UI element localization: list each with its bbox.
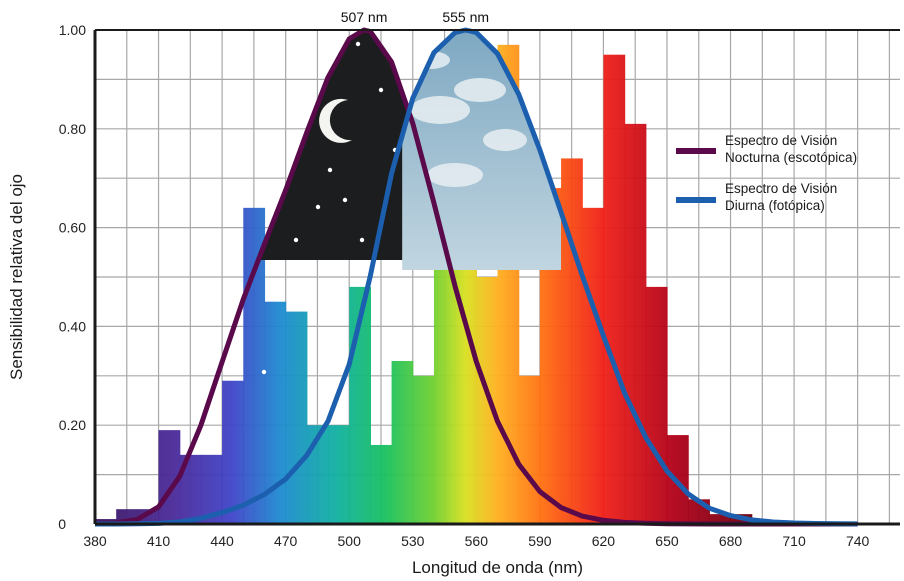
star bbox=[315, 204, 321, 210]
peak-label-scotopic: 507 nm bbox=[341, 9, 388, 25]
x-tick-label: 440 bbox=[210, 533, 234, 549]
y-tick-label: 1.00 bbox=[59, 22, 86, 38]
y-tick-label: 0.60 bbox=[59, 220, 86, 236]
x-tick-label: 680 bbox=[719, 533, 743, 549]
y-tick-label: 0 bbox=[58, 516, 66, 532]
y-tick-label: 0.80 bbox=[59, 121, 86, 137]
spectrum-bar bbox=[391, 360, 414, 524]
star bbox=[342, 197, 348, 203]
star bbox=[359, 237, 365, 243]
spectrum-bar bbox=[200, 454, 223, 524]
cloud-shape bbox=[483, 129, 527, 151]
tick-labels: 380 410 440 470 500 530 560 590 620 650 680 710 740 0… bbox=[58, 22, 869, 549]
x-tick-label: 410 bbox=[147, 533, 171, 549]
spectrum-bar bbox=[179, 454, 202, 524]
spectrum-bar bbox=[561, 158, 583, 524]
spectrum-bar bbox=[476, 277, 499, 524]
x-tick-label: 740 bbox=[846, 533, 870, 549]
spectrum-bar bbox=[222, 380, 244, 524]
legend-label-scotopic-line1: Espectro de Visión bbox=[725, 133, 837, 148]
star bbox=[336, 297, 342, 303]
star bbox=[307, 317, 313, 323]
legend-label-photopic-line2: Diurna (fotópica) bbox=[725, 198, 825, 213]
spectrum-bar bbox=[264, 301, 287, 524]
spectrum-bar bbox=[709, 514, 732, 524]
y-tick-label: 0.20 bbox=[59, 417, 86, 433]
spectrum-bar bbox=[285, 311, 308, 524]
spectrum-bar bbox=[137, 509, 160, 524]
spectrum-bar bbox=[539, 188, 562, 524]
peak-label-photopic: 555 nm bbox=[442, 9, 489, 25]
star bbox=[355, 41, 361, 47]
x-tick-label: 470 bbox=[274, 533, 298, 549]
spectrum-bar bbox=[645, 286, 668, 524]
x-tick-label: 530 bbox=[401, 533, 425, 549]
x-tick-label: 620 bbox=[592, 533, 616, 549]
cloud-shape bbox=[410, 96, 470, 124]
spectrum-bar bbox=[518, 375, 541, 524]
star bbox=[261, 369, 267, 375]
spectrum-bar bbox=[455, 252, 477, 525]
x-axis-title: Longitud de onda (nm) bbox=[412, 558, 583, 577]
x-tick-label: 380 bbox=[83, 533, 107, 549]
cloud-shape bbox=[454, 78, 506, 102]
peak-labels: 507 nm 555 nm bbox=[341, 9, 489, 25]
moon-shape bbox=[319, 98, 352, 143]
star bbox=[327, 167, 333, 173]
legend: Espectro de Visión Nocturna (escotópica)… bbox=[676, 133, 857, 213]
spectrum-bar bbox=[603, 54, 626, 524]
legend-label-photopic-line1: Espectro de Visión bbox=[725, 181, 837, 196]
x-tick-label: 500 bbox=[338, 533, 362, 549]
legend-swatch-scotopic bbox=[676, 148, 716, 154]
x-tick-label: 650 bbox=[655, 533, 679, 549]
spectrum-bar bbox=[624, 123, 647, 525]
x-tick-label: 710 bbox=[782, 533, 806, 549]
spectrum-bar bbox=[412, 375, 435, 524]
legend-label-scotopic-line2: Nocturna (escotópica) bbox=[725, 150, 857, 165]
spectrum-bar bbox=[370, 444, 393, 524]
spectrum-bar bbox=[582, 207, 605, 524]
axes bbox=[93, 29, 900, 526]
legend-swatch-photopic bbox=[676, 197, 716, 203]
star bbox=[378, 87, 384, 93]
y-axis-title: Sensibilidad relativa del ojo bbox=[7, 174, 26, 380]
photopic-curve bbox=[95, 27, 858, 527]
x-tick-label: 590 bbox=[528, 533, 552, 549]
x-tick-label: 560 bbox=[465, 533, 489, 549]
spectrum-bar bbox=[328, 425, 350, 524]
spectrum-bar bbox=[433, 242, 456, 525]
y-tick-label: 0.40 bbox=[59, 318, 86, 334]
cloud-shape bbox=[427, 163, 483, 187]
star bbox=[293, 237, 299, 243]
